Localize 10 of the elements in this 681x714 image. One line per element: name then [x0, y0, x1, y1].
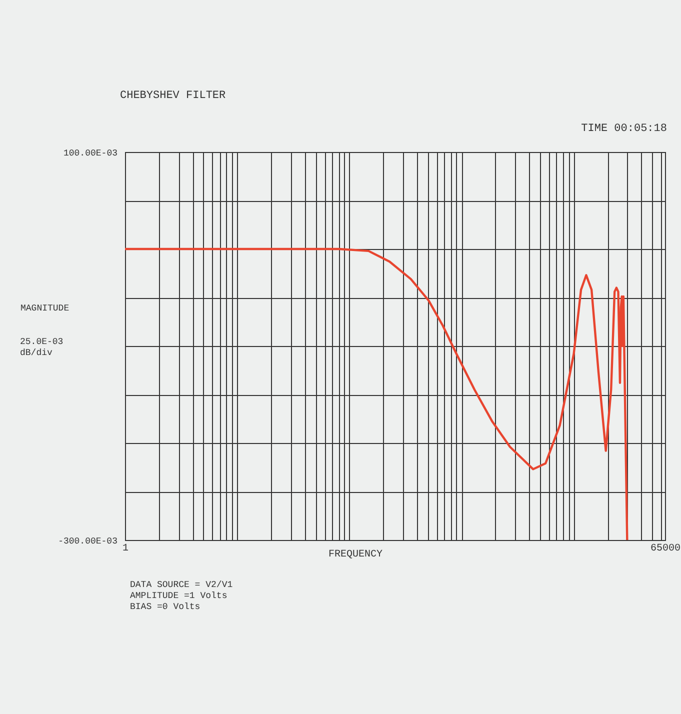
y-tick-label: -300.00E-03	[58, 536, 118, 546]
y-axis-title: MAGNITUDE	[20, 304, 70, 314]
x-tick-label: 65000	[650, 544, 681, 554]
chart-title: CHEBYSHEV FILTER	[120, 90, 226, 102]
x-tick-label: 1	[122, 544, 129, 554]
y-tick-label: 100.00E-03	[63, 148, 118, 158]
x-axis-title: FREQUENCY	[328, 550, 383, 560]
source-note: DATA SOURCE = V2/V1 AMPLITUDE =1 Volts BIAS =0 Volts	[130, 580, 233, 612]
text: 25.0E-03 dB/div	[20, 337, 64, 358]
text: TIME 00:05:18	[581, 123, 667, 135]
